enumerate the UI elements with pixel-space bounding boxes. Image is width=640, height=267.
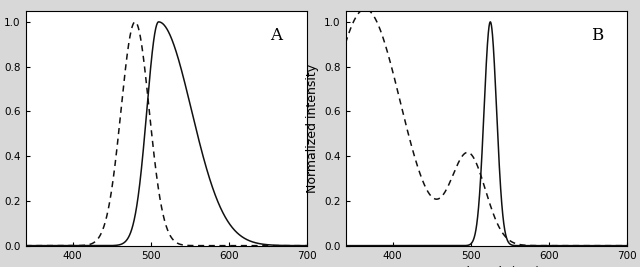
- X-axis label: Wavelength (nm): Wavelength (nm): [433, 266, 540, 267]
- Text: B: B: [591, 27, 603, 44]
- Y-axis label: Normalized intensity: Normalized intensity: [306, 64, 319, 193]
- Text: A: A: [271, 27, 283, 44]
